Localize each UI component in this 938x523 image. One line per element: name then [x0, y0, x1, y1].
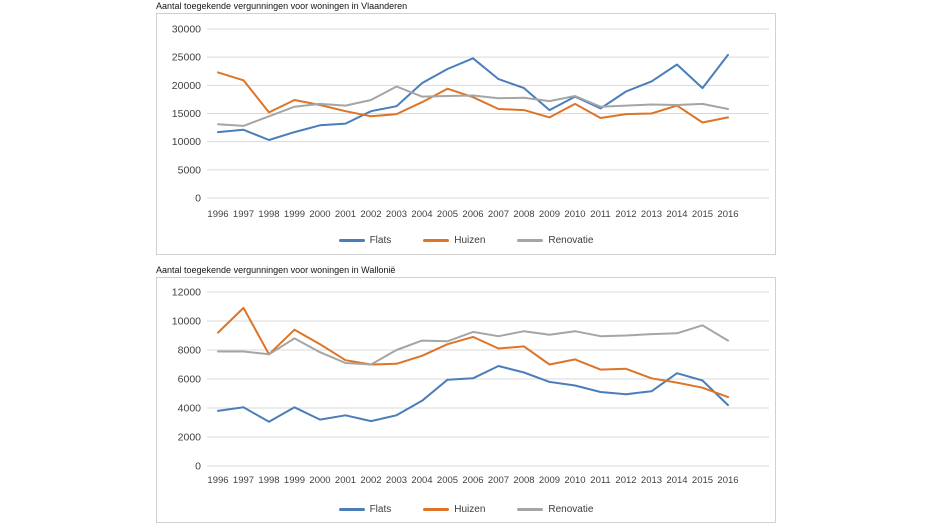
x-tick-label: 2010	[564, 209, 585, 220]
x-tick-label: 2002	[360, 475, 381, 486]
y-tick-label: 30000	[172, 24, 201, 36]
x-tick-label: 2004	[411, 475, 432, 486]
x-tick-label: 2014	[666, 475, 687, 486]
legend-label-huizen: Huizen	[454, 235, 486, 246]
x-tick-label: 2004	[411, 209, 432, 220]
legend-item-huizen: Huizen	[423, 504, 485, 515]
y-tick-label: 0	[195, 193, 201, 205]
y-tick-label: 0	[195, 461, 201, 473]
x-tick-label: 1999	[284, 475, 305, 486]
y-tick-label: 2000	[178, 432, 202, 444]
series-line-renovatie	[217, 324, 729, 366]
x-tick-label: 2001	[335, 209, 356, 220]
chart-wallonie-legend: Flats Huizen Renovatie	[157, 504, 775, 515]
y-tick-label: 20000	[172, 80, 201, 92]
legend-item-flats: Flats	[338, 235, 392, 246]
x-tick-label: 2011	[590, 475, 610, 486]
y-tick-label: 4000	[178, 403, 202, 415]
chart-vlaanderen-title: Aantal toegekende vergunningen voor woni…	[156, 1, 408, 11]
x-tick-label: 2000	[309, 209, 330, 220]
x-tick-label: 2003	[386, 209, 407, 220]
x-tick-label: 2014	[666, 209, 687, 220]
huizen-line-swatch	[423, 508, 450, 511]
x-tick-label: 1997	[233, 475, 254, 486]
x-tick-label: 1996	[207, 475, 228, 486]
renovatie-line-swatch	[517, 239, 544, 242]
x-tick-label: 2012	[615, 475, 636, 486]
series-line-flats	[217, 53, 729, 141]
x-tick-label: 2016	[717, 209, 738, 220]
legend-item-huizen: Huizen	[423, 235, 485, 246]
x-tick-label: 2005	[437, 475, 458, 486]
legend-label-renovatie: Renovatie	[548, 504, 594, 515]
renovatie-line-swatch	[517, 508, 544, 511]
x-tick-label: 2011	[590, 209, 610, 220]
legend-label-flats: Flats	[369, 235, 392, 246]
legend-label-flats: Flats	[369, 504, 392, 515]
series-line-huizen	[217, 71, 729, 124]
flats-line-swatch	[338, 508, 365, 511]
x-tick-label: 2010	[564, 475, 585, 486]
y-tick-label: 12000	[172, 287, 201, 299]
flats-line-swatch	[338, 239, 365, 242]
y-tick-label: 10000	[172, 316, 201, 328]
x-tick-label: 1998	[258, 475, 279, 486]
chart-vlaanderen: Aantal toegekende vergunningen voor woni…	[156, 1, 776, 255]
x-tick-label: 1997	[233, 209, 254, 220]
chart-wallonie-plot: 0 2000 4000 6000 8000 10000 12000 1996 1997 1998 1…	[172, 287, 769, 486]
y-tick-label: 8000	[178, 345, 202, 357]
series-line-flats	[217, 365, 729, 423]
y-tick-label: 10000	[172, 136, 201, 148]
chart-vlaanderen-panel: 0 5000 10000 15000 20000 25000 30000 1996 1997 19…	[156, 13, 776, 255]
x-tick-label: 2013	[641, 209, 662, 220]
y-tick-label: 25000	[172, 52, 201, 64]
x-tick-label: 2000	[309, 475, 330, 486]
legend-label-huizen: Huizen	[454, 504, 486, 515]
y-tick-label: 5000	[178, 164, 202, 176]
x-tick-label: 2016	[717, 475, 738, 486]
x-tick-label: 2005	[437, 209, 458, 220]
x-tick-label: 2015	[692, 209, 713, 220]
chart-vlaanderen-legend: Flats Huizen Renovatie	[157, 235, 775, 246]
x-tick-label: 2002	[360, 209, 381, 220]
x-tick-label: 2003	[386, 475, 407, 486]
legend-item-flats: Flats	[338, 504, 392, 515]
x-tick-label: 1998	[258, 209, 279, 220]
x-tick-label: 2007	[488, 475, 509, 486]
x-tick-label: 2015	[692, 475, 713, 486]
series-line-huizen	[217, 306, 729, 399]
x-tick-label: 1996	[207, 209, 228, 220]
series-line-renovatie	[217, 85, 729, 127]
y-tick-label: 6000	[178, 374, 202, 386]
chart-wallonie-title: Aantal toegekende vergunningen voor woni…	[156, 265, 396, 275]
x-tick-label: 2006	[462, 475, 483, 486]
x-tick-label: 2008	[513, 475, 534, 486]
x-tick-label: 2007	[488, 209, 509, 220]
legend-label-renovatie: Renovatie	[548, 235, 594, 246]
legend-item-renovatie: Renovatie	[517, 235, 593, 246]
x-tick-label: 2006	[462, 209, 483, 220]
x-tick-label: 2009	[539, 475, 560, 486]
chart-wallonie-panel: 0 2000 4000 6000 8000 10000 12000 1996 1997 1998 1…	[156, 277, 776, 523]
x-tick-label: 2001	[335, 475, 356, 486]
y-tick-label: 15000	[172, 108, 201, 120]
legend-item-renovatie: Renovatie	[517, 504, 593, 515]
chart-vlaanderen-plot: 0 5000 10000 15000 20000 25000 30000 1996 1997 19…	[172, 24, 769, 220]
huizen-line-swatch	[423, 239, 450, 242]
x-tick-label: 1999	[284, 209, 305, 220]
chart-wallonie: Aantal toegekende vergunningen voor woni…	[156, 265, 776, 523]
x-tick-label: 2012	[615, 209, 636, 220]
x-tick-label: 2008	[513, 209, 534, 220]
x-tick-label: 2013	[641, 475, 662, 486]
x-tick-label: 2009	[539, 209, 560, 220]
